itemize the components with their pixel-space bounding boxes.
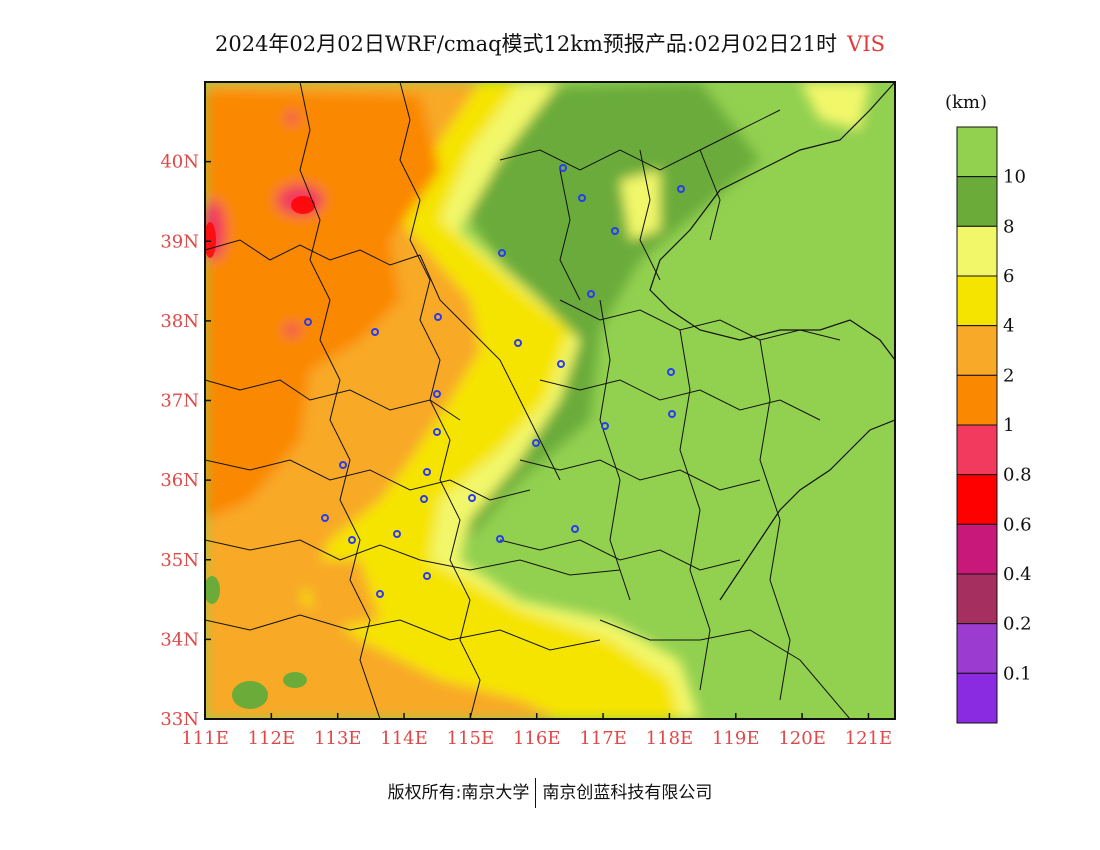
colorbar-swatch (956, 126, 998, 178)
city-marker (348, 536, 356, 544)
lat-tick-label: 37N (160, 391, 199, 412)
coastline (719, 419, 895, 601)
city-marker (611, 227, 619, 235)
colorbar-swatch (956, 424, 998, 476)
colorbar-swatch (956, 523, 998, 575)
city-marker (601, 422, 609, 430)
colorbar-label: 0.2 (1003, 614, 1032, 635)
low-vis-spot (291, 196, 315, 214)
longitude-axis: 111E 112E 113E 114E 115E 116E 117E 118E 119E 120E… (181, 713, 892, 749)
city-marker (587, 290, 595, 298)
colorbar-swatch (956, 672, 998, 724)
lon-tick-label: 115E (447, 728, 495, 749)
lat-tick-label: 38N (160, 311, 199, 332)
colorbar-label: 4 (1003, 316, 1014, 337)
company-text: 南京创蓝科技有限公司 (542, 783, 713, 803)
colorbar-swatch (956, 623, 998, 674)
coastline (649, 82, 895, 361)
latitude-axis: 40N 39N 38N 37N 36N 35N 34N 33N (160, 152, 211, 730)
city-marker (578, 194, 586, 202)
city-marker (557, 360, 565, 368)
colorbar: 10 8 6 4 2 1 0.8 0.6 0.4 0.2 0.1 (956, 126, 1032, 724)
colorbar-swatch (956, 225, 998, 277)
city-marker (496, 535, 504, 543)
colorbar-label: 1 (1003, 415, 1014, 436)
city-marker (514, 339, 522, 347)
city-marker (433, 390, 441, 398)
lon-tick-label: 118E (646, 728, 694, 749)
vis-patch (205, 576, 220, 604)
colorbar-swatch (956, 275, 998, 327)
colorbar-label: 0.6 (1003, 514, 1032, 535)
lon-tick-label: 113E (314, 728, 362, 749)
city-marker (423, 572, 431, 580)
colorbar-label: 0.1 (1003, 663, 1032, 684)
lon-tick-label: 117E (579, 728, 627, 749)
city-marker (393, 530, 401, 538)
admin-boundaries (205, 82, 851, 719)
lon-tick-label: 112E (248, 728, 296, 749)
title-variable: VIS (847, 32, 886, 56)
lat-tick-label: 40N (160, 152, 199, 173)
city-marker (667, 368, 675, 376)
lon-tick-label: 119E (712, 728, 760, 749)
city-marker (433, 428, 441, 436)
lon-tick-label: 120E (778, 728, 826, 749)
chart-title: 2024年02月02日WRF/cmaq模式12km预报产品:02月02日21时 V… (0, 28, 1100, 58)
city-marker (571, 525, 579, 533)
lon-tick-label: 111E (181, 728, 229, 749)
colorbar-label: 2 (1003, 365, 1014, 386)
lat-tick-label: 33N (160, 709, 199, 730)
city-marker (668, 410, 676, 418)
colorbar-swatch (956, 573, 998, 625)
city-marker (677, 185, 685, 193)
lon-tick-label: 121E (845, 728, 893, 749)
city-marker (321, 514, 329, 522)
colorbar-swatch (956, 374, 998, 426)
city-markers (304, 164, 685, 598)
lat-tick-label: 35N (160, 550, 199, 571)
city-marker (468, 494, 476, 502)
city-marker (434, 313, 442, 321)
colorbar-label: 0.4 (1003, 564, 1032, 585)
vis-field-fill (205, 82, 870, 719)
footer: 版权所有:南京大学 南京创蓝科技有限公司 (0, 778, 1100, 808)
city-marker (371, 328, 379, 336)
vis-patch (283, 672, 307, 688)
colorbar-label: 10 (1003, 167, 1026, 188)
colorbar-label: 6 (1003, 266, 1014, 287)
city-marker (376, 590, 384, 598)
city-marker (559, 164, 567, 172)
lat-tick-label: 34N (160, 629, 199, 650)
colorbar-swatch (956, 474, 998, 525)
footer-divider (535, 778, 537, 808)
lon-tick-label: 116E (513, 728, 561, 749)
colorbar-unit: (km) (945, 92, 987, 113)
title-main: 2024年02月02日WRF/cmaq模式12km预报产品:02月02日21时 (214, 32, 838, 56)
city-marker (420, 495, 428, 503)
city-marker (339, 461, 347, 469)
lat-tick-label: 39N (160, 231, 199, 252)
colorbar-swatch (956, 176, 998, 227)
copyright-text: 版权所有:南京大学 (387, 783, 530, 803)
colorbar-label: 0.8 (1003, 465, 1032, 486)
visibility-map (205, 82, 895, 719)
city-marker (304, 318, 312, 326)
colorbar-label: 8 (1003, 216, 1014, 237)
city-marker (423, 468, 431, 476)
colorbar-swatch (956, 325, 998, 376)
vis-patch (232, 681, 268, 709)
lat-tick-label: 36N (160, 470, 199, 491)
city-marker (498, 249, 506, 257)
city-marker (532, 439, 540, 447)
lon-tick-label: 114E (380, 728, 428, 749)
